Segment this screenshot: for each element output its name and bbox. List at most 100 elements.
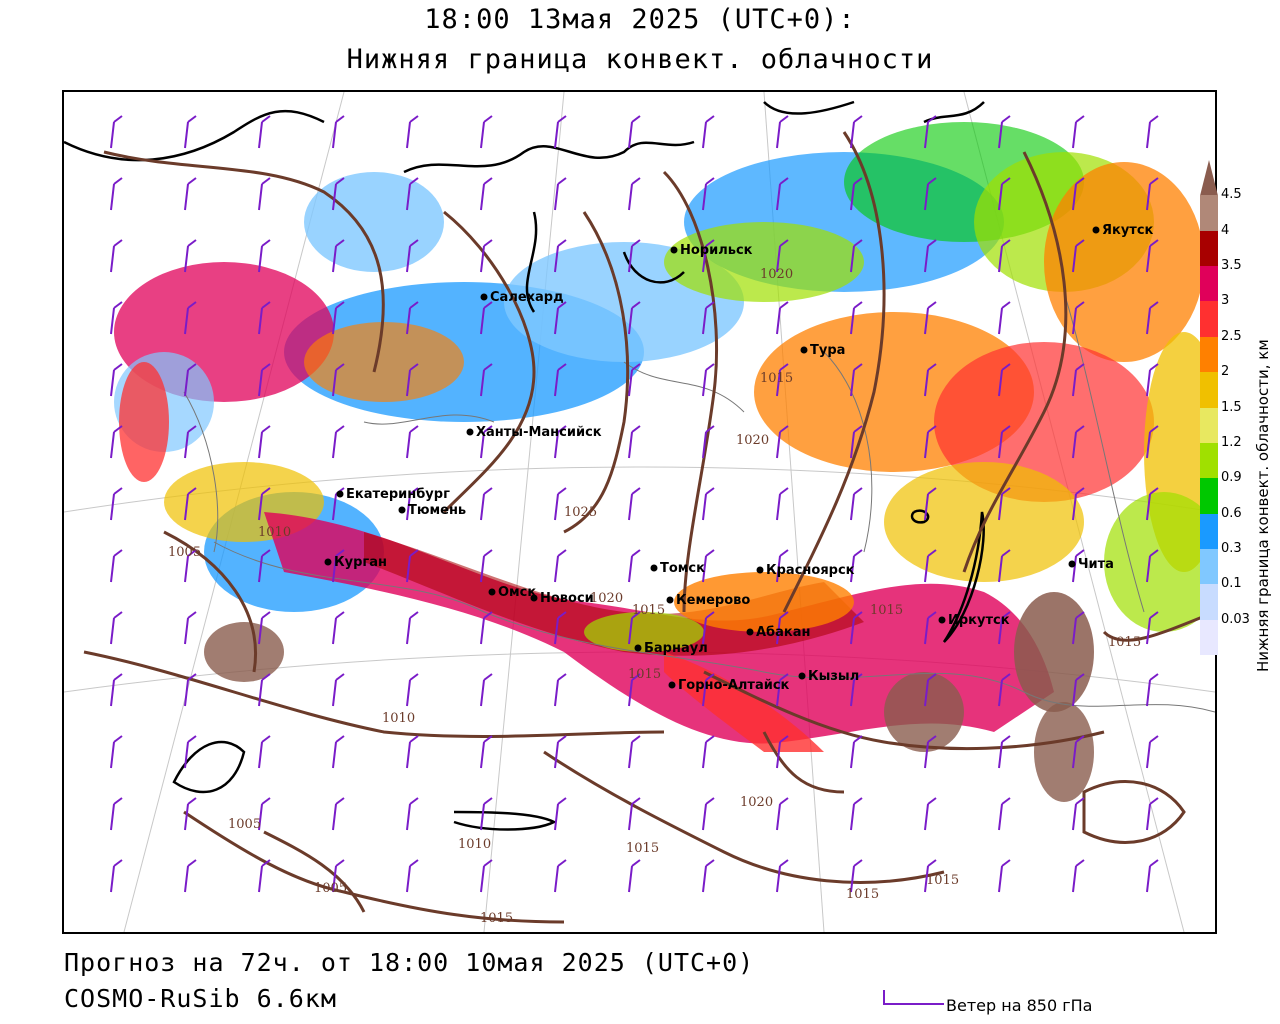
legend-swatch (1200, 266, 1218, 302)
isobar-label: 1015 (480, 911, 513, 926)
city-label: Тюмень (408, 503, 466, 518)
wind-barb (110, 363, 123, 397)
city-label: Новоси (540, 591, 594, 606)
wind-barb (850, 487, 863, 521)
city-dot (466, 428, 474, 436)
map-subtitle: Нижняя граница конвект. облачности (346, 44, 934, 75)
city-dot (746, 628, 754, 636)
wind-barb (776, 115, 789, 149)
wind-barb (332, 363, 345, 397)
legend-title: Нижняя граница конвект. облачности, км (1254, 339, 1272, 672)
city-dot (336, 490, 344, 498)
wind-barb (1072, 611, 1085, 645)
wind-barb (554, 673, 567, 707)
wind-barb (776, 239, 789, 273)
wind-barb (554, 363, 567, 397)
wind-barb (998, 549, 1011, 583)
wind-barb (480, 735, 493, 769)
wind-barb (924, 115, 937, 149)
city-label: Якутск (1102, 223, 1154, 238)
isobar-label: 1015 (632, 603, 665, 618)
wind-barb (1072, 177, 1085, 211)
wind-barb (1146, 735, 1159, 769)
wind-barb (258, 487, 271, 521)
wind-barb (258, 115, 271, 149)
wind-barb (998, 301, 1011, 335)
wind-barb (776, 673, 789, 707)
wind-barb (998, 177, 1011, 211)
city-dot (324, 558, 332, 566)
wind-legend-icon (883, 990, 944, 1005)
wind-barb (776, 735, 789, 769)
isobar-label: 1020 (590, 591, 623, 606)
wind-barb (628, 797, 641, 831)
cloud-field (114, 122, 1215, 802)
city-label: Барнаул (644, 641, 708, 656)
wind-barb (554, 239, 567, 273)
wind-barb (1072, 673, 1085, 707)
wind-barb (850, 735, 863, 769)
city-dot (1068, 560, 1076, 568)
isobars (83, 131, 1215, 924)
legend-tick-label: 2.5 (1221, 328, 1242, 344)
isobar-label: 1020 (760, 267, 793, 282)
isobar-label: 1015 (760, 371, 793, 386)
wind-barb (554, 549, 567, 583)
wind-barb (1146, 301, 1159, 335)
wind-barb (1146, 549, 1159, 583)
wind-barb (628, 239, 641, 273)
wind-barb (406, 673, 419, 707)
wind-barb (702, 859, 715, 893)
wind-barb (332, 239, 345, 273)
wind-barb (480, 177, 493, 211)
borders (183, 291, 1215, 713)
wind-barb (1146, 115, 1159, 149)
legend-swatch (1200, 619, 1218, 656)
wind-barb (998, 115, 1011, 149)
legend-tick-label: 0.3 (1221, 540, 1242, 556)
wind-barb (332, 177, 345, 211)
wind-barb (480, 239, 493, 273)
wind-barb (110, 239, 123, 273)
wind-barb (702, 363, 715, 397)
wind-barb (1072, 735, 1085, 769)
wind-barb (332, 301, 345, 335)
isobar-label: 1005 (168, 545, 201, 560)
city-dot (800, 346, 808, 354)
wind-barb (110, 425, 123, 459)
wind-barb (702, 611, 715, 645)
legend-swatch (1200, 548, 1218, 585)
wind-barb (702, 673, 715, 707)
wind-barb (1072, 425, 1085, 459)
city-label: Курган (334, 555, 387, 570)
forecast-info: Прогноз на 72ч. от 18:00 10мая 2025 (UTC… (64, 948, 755, 977)
wind-barb (776, 549, 789, 583)
wind-barb (1072, 115, 1085, 149)
isobar-label: 1015 (1108, 635, 1141, 650)
wind-barb (850, 425, 863, 459)
wind-barb (776, 611, 789, 645)
isobar-label: 1005 (228, 817, 261, 832)
isobar-labels: 1020 1015 1020 1015 1025 1010 1005 1020 1015 1015… (168, 267, 1141, 926)
city-dot (938, 616, 946, 624)
wind-barb (110, 301, 123, 335)
wind-barb (258, 177, 271, 211)
wind-barb (1072, 797, 1085, 831)
isobar-label: 1010 (458, 837, 491, 852)
wind-barb (776, 425, 789, 459)
wind-barb (1072, 487, 1085, 521)
wind-barb (554, 177, 567, 211)
wind-barb (924, 859, 937, 893)
wind-barb (702, 301, 715, 335)
wind-barb (406, 301, 419, 335)
wind-barb (332, 859, 345, 893)
wind-barb (628, 673, 641, 707)
wind-barb (850, 301, 863, 335)
wind-barb (924, 797, 937, 831)
wind-barb (998, 487, 1011, 521)
wind-barb (258, 425, 271, 459)
city-dot (666, 596, 674, 604)
wind-barb (924, 363, 937, 397)
wind-barb (554, 859, 567, 893)
wind-barb (1146, 487, 1159, 521)
